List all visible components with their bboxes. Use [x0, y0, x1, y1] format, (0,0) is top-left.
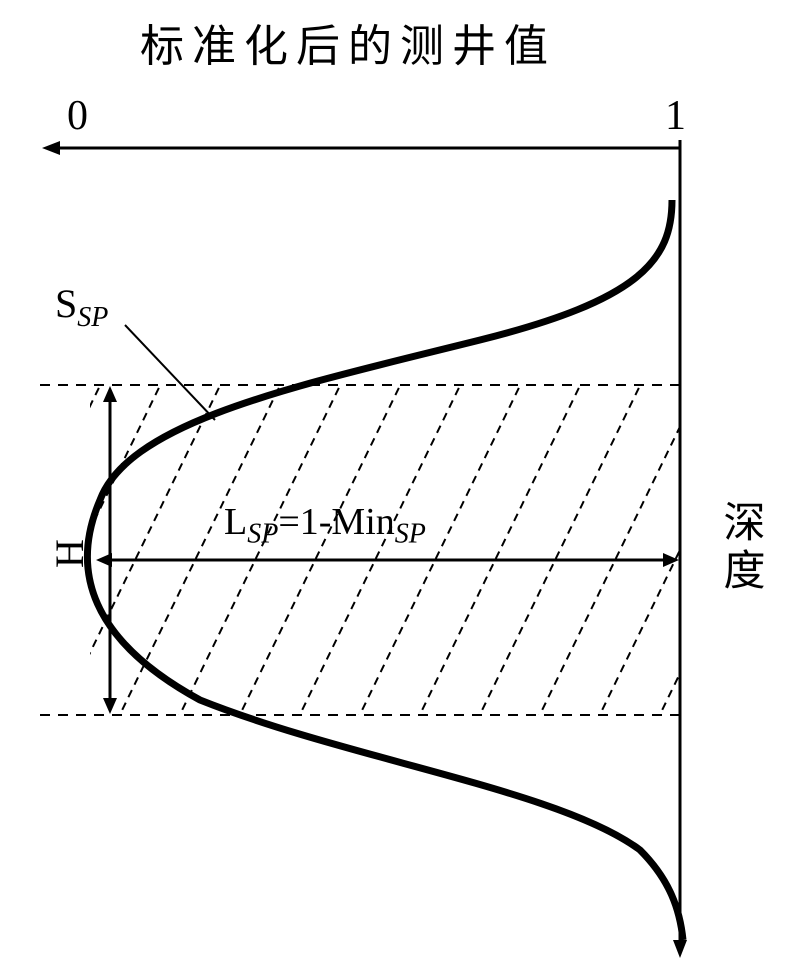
log-curve — [87, 200, 683, 940]
h-arrow-bottom-head — [103, 698, 117, 714]
l-arrow-left-head — [96, 553, 112, 567]
ssp-pointer — [125, 325, 215, 420]
hatched-region — [0, 365, 787, 735]
h-arrow-top-head — [103, 386, 117, 402]
x-axis-arrowhead — [42, 141, 60, 155]
diagram-container: 标准化后的测井值 0 1 深度 SSP H LSP=1-MinSP — [0, 0, 787, 970]
diagram-svg — [0, 0, 787, 970]
y-axis-arrowhead — [673, 940, 687, 958]
